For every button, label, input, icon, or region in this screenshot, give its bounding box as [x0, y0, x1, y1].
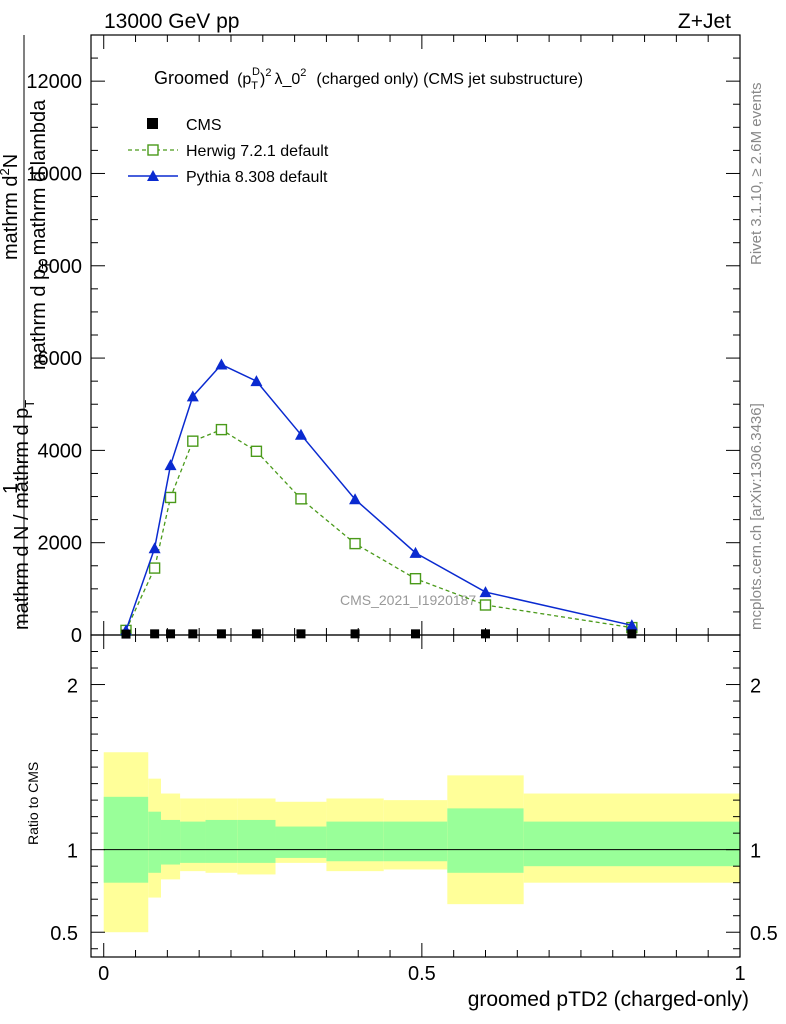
ratio-band-green	[326, 821, 384, 862]
herwig-point	[164, 491, 177, 504]
ratio-y-tick-label: 1	[67, 841, 78, 863]
cms-point	[150, 629, 160, 639]
legend-label-pythia: Pythia 8.308 default	[186, 169, 328, 186]
title-paren-close: )	[260, 71, 265, 88]
y-tick-label: 10000	[26, 163, 82, 185]
rivet-label: Rivet 3.1.10, ≥ 2.6M events	[748, 83, 765, 266]
mcplots-label: mcplots.cern.ch [arXiv:1306.3436]	[748, 403, 765, 630]
legend: CMS Herwig 7.2.1 default Pythia 8.308 de…	[128, 117, 329, 186]
ratio-band-green	[447, 808, 524, 873]
x-tick-label: 1	[734, 963, 745, 985]
ratio-axis-ticks	[91, 635, 741, 957]
legend-marker-herwig	[147, 144, 159, 156]
pythia-point	[250, 375, 263, 387]
ratio-y-tick-label: 0.5	[50, 923, 78, 945]
pythia-point	[479, 586, 492, 598]
herwig-point	[148, 562, 161, 574]
ratio-y-tick-label-right: 0.5	[750, 923, 778, 945]
series-cms	[121, 629, 637, 639]
y-tick-label: 4000	[38, 440, 83, 462]
header-left: 13000 GeV pp	[104, 10, 239, 33]
pythia-line	[125, 363, 632, 631]
cms-point	[627, 629, 637, 639]
pythia-point	[148, 542, 161, 554]
legend-marker-cms	[147, 118, 158, 129]
analysis-watermark: CMS_2021_I1920187	[340, 592, 476, 608]
cms-point	[296, 629, 306, 639]
ratio-band-green	[383, 821, 448, 862]
chart-title: Groomed (pTD)2 λ_02 (charged only) (CMS je…	[154, 66, 583, 92]
pythia-point	[186, 390, 199, 402]
ratio-band-green	[275, 826, 327, 858]
ratio-band-green	[103, 796, 149, 883]
herwig-point	[295, 493, 307, 505]
title-sub-t: T	[251, 80, 258, 92]
legend-marker-pythia	[147, 170, 159, 181]
y-tick-label: 0	[71, 625, 82, 647]
ratio-y-tick-labels: 0.5 0.5 1 1 2 2	[50, 676, 778, 946]
main-axis-ticks	[91, 35, 741, 636]
herwig-point	[215, 423, 228, 436]
herwig-point	[349, 537, 361, 550]
y-tick-label: 6000	[38, 348, 83, 370]
ratio-band-green	[180, 821, 206, 863]
ylabel-inner-denominator: mathrm d pT mathrm d lambda	[28, 99, 54, 370]
legend-label-cms: CMS	[186, 117, 222, 134]
title-sup-d: D	[252, 66, 260, 78]
ratio-y-tick-label-right: 2	[750, 676, 761, 698]
x-axis-label: groomed pTD2 (charged-only)	[468, 988, 749, 1011]
ratio-band-green	[148, 811, 161, 873]
ylabel-numerator: mathrm d2N	[0, 154, 22, 260]
y-tick-label: 12000	[26, 71, 82, 93]
title-suffix: (charged only) (CMS jet substructure)	[316, 71, 583, 88]
ratio-bands	[103, 752, 740, 933]
herwig-point	[187, 435, 199, 447]
pythia-point	[409, 546, 422, 558]
ratio-y-tick-label-right: 1	[750, 841, 761, 863]
ylabel-one: 1	[0, 483, 22, 494]
x-tick-labels: 0 0.5 1	[98, 963, 745, 985]
cms-point	[251, 629, 261, 639]
legend-label-herwig: Herwig 7.2.1 default	[186, 143, 329, 160]
title-mid: λ_0	[274, 71, 300, 88]
ratio-y-axis-label: Ratio to CMS	[25, 762, 41, 845]
pythia-point	[625, 619, 638, 631]
title-paren-open: (p	[237, 71, 251, 88]
cms-point	[188, 629, 198, 639]
main-y-tick-labels: 0 2000 4000 6000 8000 10000 12000	[26, 71, 82, 647]
x-tick-label: 0	[98, 963, 109, 985]
ratio-band-green	[160, 819, 181, 865]
herwig-point	[250, 445, 263, 458]
cms-point	[216, 629, 226, 639]
cms-point	[411, 629, 420, 639]
ratio-band-green	[523, 821, 740, 867]
cms-point	[121, 629, 131, 639]
ratio-y-tick-label: 2	[67, 676, 78, 698]
y-tick-label: 8000	[38, 256, 83, 278]
title-sup2b: 2	[300, 67, 306, 79]
x-tick-label: 0.5	[408, 963, 436, 985]
ratio-band-green	[237, 819, 276, 863]
pythia-point	[215, 358, 228, 370]
cms-point	[350, 629, 360, 639]
main-y-axis-label: mathrm d N / mathrm d pT 1 mathrm d pT m…	[0, 35, 54, 630]
title-prefix: Groomed	[154, 68, 229, 88]
ylabel-denominator: mathrm d N / mathrm d pT	[11, 400, 37, 630]
cms-point	[166, 629, 176, 639]
series-pythia	[119, 358, 638, 636]
herwig-point	[479, 599, 492, 611]
pythia-point	[164, 459, 177, 471]
header-right: Z+Jet	[678, 10, 731, 33]
y-tick-label: 2000	[38, 533, 83, 555]
title-sup2: 2	[265, 67, 271, 79]
cms-point	[480, 629, 490, 639]
pythia-point	[294, 428, 307, 440]
ratio-band-green	[205, 819, 238, 863]
herwig-point	[409, 572, 422, 585]
pythia-point	[349, 493, 362, 505]
